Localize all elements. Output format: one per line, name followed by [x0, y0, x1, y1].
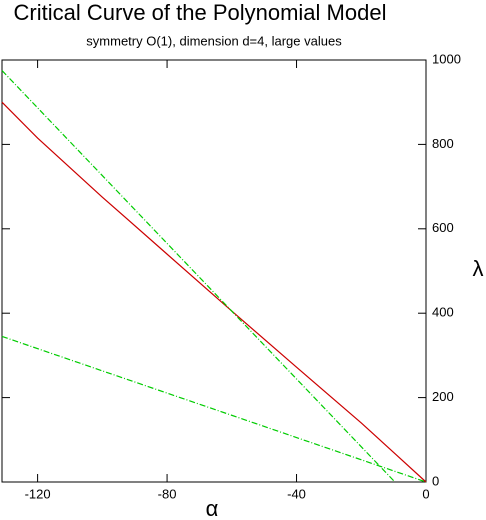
y-tick-label: 0: [432, 473, 439, 488]
x-tick-label: -120: [25, 486, 51, 501]
x-axis-label: α: [206, 496, 219, 520]
series-line: [1, 101, 427, 483]
y-tick-label: 200: [432, 389, 454, 404]
series-line: [1, 335, 427, 483]
x-tick-label: -40: [287, 486, 306, 501]
y-tick-label: 600: [432, 220, 454, 235]
chart-title: Critical Curve of the Polynomial Model: [14, 0, 387, 25]
series-line: [1, 70, 396, 483]
chart-subtitle: symmetry O(1), dimension d=4, large valu…: [86, 33, 342, 48]
y-axis-label: λ: [473, 256, 484, 281]
x-tick-label: 0: [422, 486, 429, 501]
y-tick-label: 1000: [432, 51, 461, 66]
x-tick-label: -80: [158, 486, 177, 501]
y-tick-label: 800: [432, 136, 454, 151]
y-tick-label: 400: [432, 305, 454, 320]
plot-frame: [1, 59, 427, 483]
